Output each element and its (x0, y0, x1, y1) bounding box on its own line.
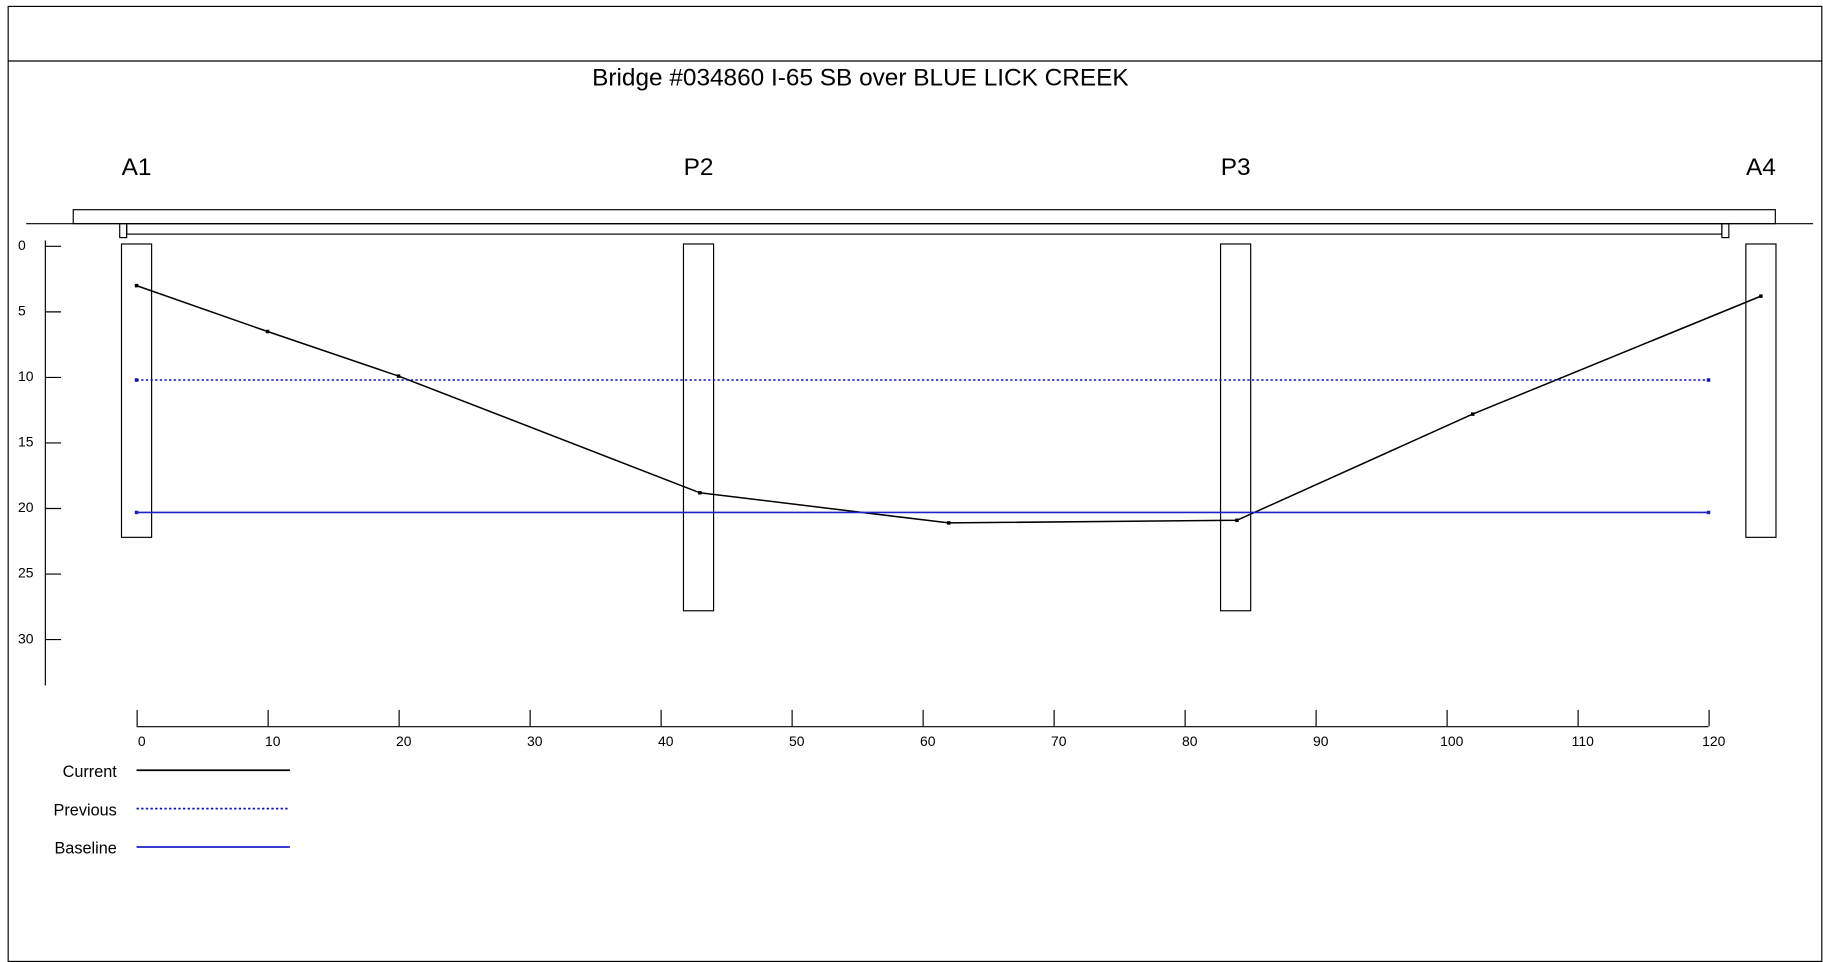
frame (7, 5, 1823, 962)
series-point (134, 283, 139, 288)
chart-title: Bridge #034860 I-65 SB over BLUE LICK CR… (592, 64, 1129, 91)
series-point (698, 491, 702, 495)
series-point (265, 329, 270, 334)
y-tick-label: 15 (18, 434, 34, 450)
series-point (1706, 378, 1711, 382)
y-tick-label: 5 (18, 303, 26, 319)
x-tick-label: 110 (1572, 733, 1594, 749)
x-tick-label: 90 (1313, 733, 1329, 749)
x-tick-label: 80 (1182, 733, 1198, 749)
y-tick-label: 30 (18, 630, 34, 646)
series-point (134, 510, 139, 515)
deck (26, 209, 1814, 239)
series-point (1470, 412, 1475, 416)
y-tick-label: 0 (18, 237, 26, 253)
y-tick-label: 20 (18, 499, 34, 515)
series-point (1706, 510, 1711, 515)
series-point (1759, 294, 1763, 298)
pier (682, 243, 715, 612)
pier (1745, 243, 1777, 538)
series-point (946, 521, 951, 525)
x-tick-label: 100 (1440, 733, 1464, 749)
series-line (136, 284, 1762, 524)
x-tick-label: 20 (396, 733, 412, 749)
x-tick-label: 50 (789, 733, 805, 749)
x-tick-label: 0 (138, 733, 146, 749)
legend-label: Baseline (54, 840, 116, 858)
x-tick-label: 120 (1702, 733, 1726, 749)
x-tick-label: 70 (1051, 733, 1067, 749)
pier-label: P2 (684, 154, 714, 181)
pier-label: A1 (122, 154, 152, 181)
legend-label: Previous (54, 801, 117, 819)
y-tick-label: 10 (18, 368, 34, 384)
pier (1219, 243, 1252, 612)
series-point (134, 378, 139, 382)
x-tick-label: 30 (527, 733, 543, 749)
x-tick-label: 40 (658, 733, 674, 749)
x-tick-label: 10 (265, 733, 281, 749)
x-tick-label: 60 (920, 733, 936, 749)
y-tick-label: 25 (18, 565, 34, 581)
series-point (1235, 518, 1239, 523)
pier-label: A4 (1746, 154, 1776, 181)
series-point (396, 374, 401, 378)
legend-label: Current (63, 763, 118, 781)
pier-label: P3 (1221, 154, 1251, 181)
pier (120, 243, 153, 538)
